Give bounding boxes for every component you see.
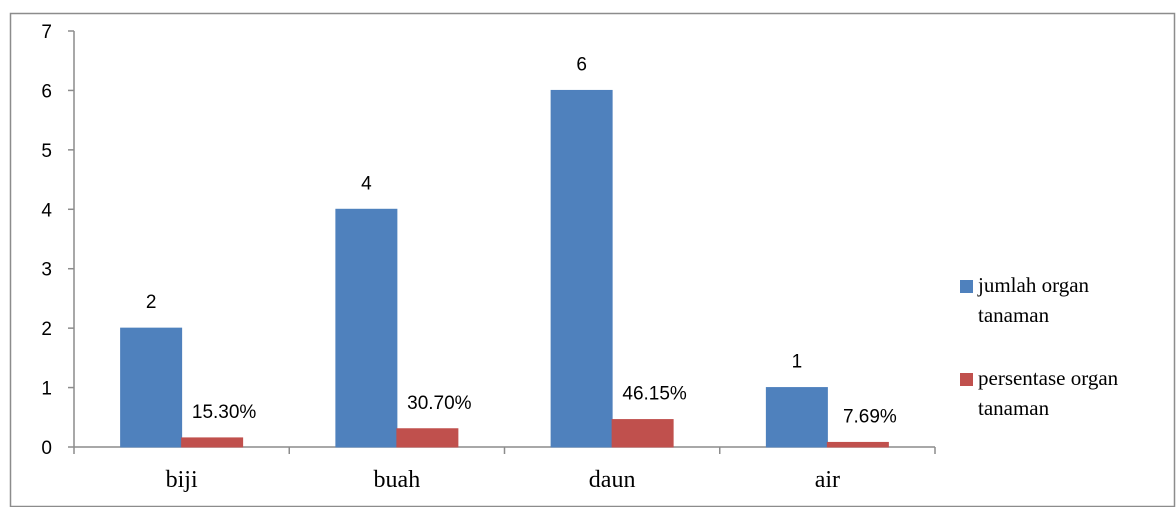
bar-persentase-daun <box>611 419 674 448</box>
legend-label-persentase: persentase organ <box>978 366 1119 390</box>
legend-label-jumlah: tanaman <box>978 303 1050 327</box>
legend-label-jumlah: jumlah organ <box>977 273 1090 297</box>
legend-swatch-jumlah <box>960 280 973 293</box>
chart-data-labels: 2 15.30% 4 30.70% 6 46.15% 1 7.69% <box>146 54 897 427</box>
chart-bars <box>120 89 889 448</box>
data-label-persentase-biji: 15.30% <box>192 402 257 423</box>
bar-jumlah-air <box>765 387 828 448</box>
data-label-jumlah-biji: 2 <box>146 292 157 313</box>
chart-legend: jumlah organ tanaman persentase organ tanam… <box>960 273 1119 420</box>
data-label-persentase-buah: 30.70% <box>407 393 472 414</box>
data-label-jumlah-air: 1 <box>792 352 803 373</box>
y-tick-label: 6 <box>41 81 52 102</box>
y-tick-label: 1 <box>41 379 52 400</box>
x-tick-label-biji: biji <box>166 467 198 493</box>
y-tick-label: 3 <box>41 260 52 281</box>
y-tick-label: 7 <box>41 22 52 43</box>
legend-swatch-persentase <box>960 373 973 386</box>
bar-jumlah-daun <box>550 89 613 448</box>
x-tick-label-buah: buah <box>374 467 421 493</box>
y-tick-label: 4 <box>41 200 52 221</box>
bar-jumlah-biji <box>120 327 183 448</box>
x-tick-label-air: air <box>815 467 840 493</box>
y-tick-label: 0 <box>41 438 52 459</box>
data-label-jumlah-buah: 4 <box>361 173 372 194</box>
x-tick-label-daun: daun <box>589 467 636 493</box>
legend-label-persentase: tanaman <box>978 396 1050 420</box>
bar-jumlah-buah <box>335 208 398 448</box>
chart-axes: 0 1 2 3 4 5 6 7 biji buah daun air <box>41 22 936 493</box>
bar-persentase-biji <box>181 437 244 448</box>
data-label-persentase-daun: 46.15% <box>622 384 687 405</box>
bar-persentase-buah <box>396 428 459 448</box>
bar-persentase-air <box>826 441 889 448</box>
y-tick-label: 2 <box>41 319 52 340</box>
data-label-persentase-air: 7.69% <box>843 406 897 427</box>
data-label-jumlah-daun: 6 <box>576 54 587 75</box>
y-tick-label: 5 <box>41 141 52 162</box>
